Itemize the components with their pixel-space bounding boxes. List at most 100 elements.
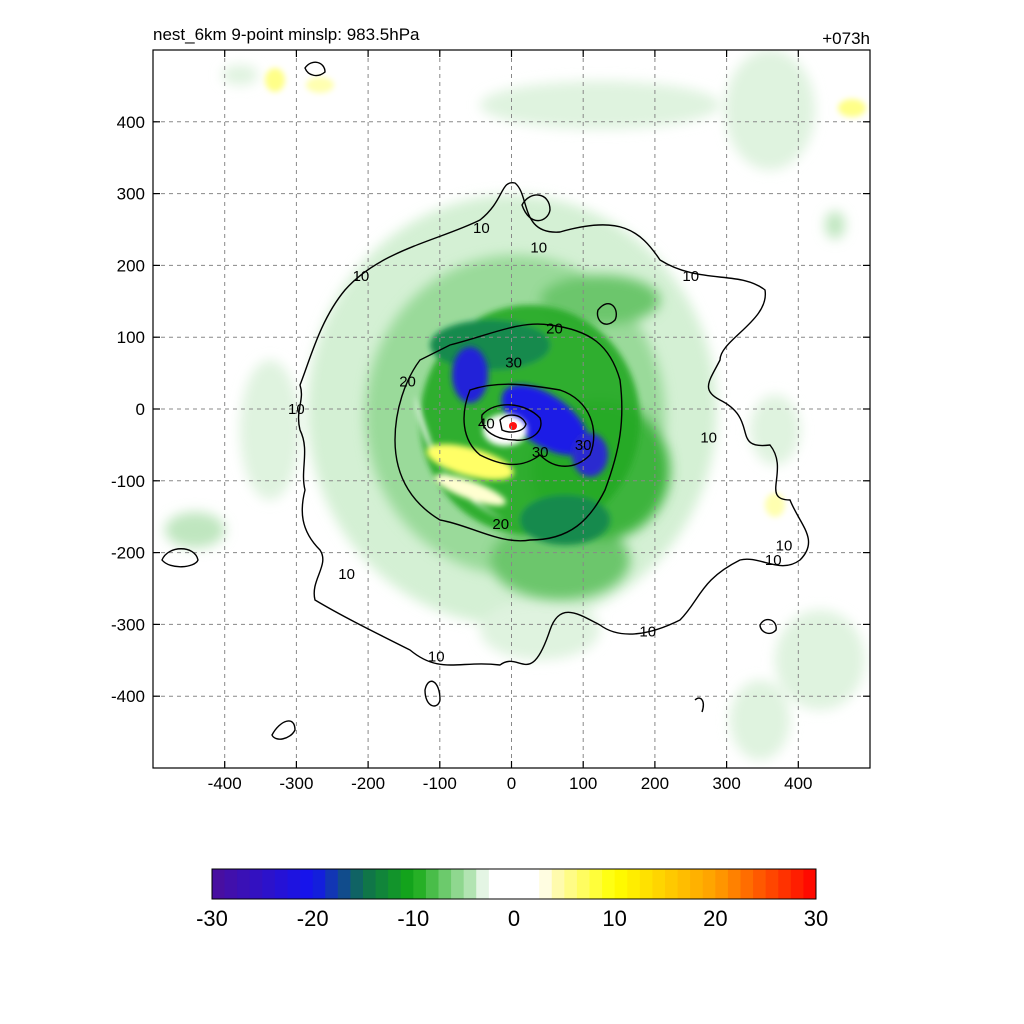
y-tick-label: 0	[136, 400, 145, 419]
x-tick-label: -400	[208, 774, 242, 793]
colorbar-frame	[211, 868, 817, 900]
colorbar-box	[249, 869, 263, 899]
colorbar-box	[337, 869, 351, 899]
colorbar-box	[665, 869, 679, 899]
colorbar-box	[451, 869, 465, 899]
y-tick-label: -200	[111, 544, 145, 563]
contour-30	[463, 383, 595, 467]
colorbar-box	[212, 869, 226, 899]
contour-label: 20	[546, 321, 563, 338]
y-tick-label: 100	[117, 328, 145, 347]
colorbar-box	[400, 869, 414, 899]
colorbar-tick-label: 30	[804, 906, 828, 931]
colorbar	[211, 868, 817, 900]
colorbar-box	[753, 869, 767, 899]
x-tick-label: 400	[784, 774, 812, 793]
colorbar-box	[564, 869, 578, 899]
x-tick-label: 200	[641, 774, 669, 793]
y-tick-label: 400	[117, 113, 145, 132]
colorbar-box	[614, 869, 628, 899]
colorbar-tick-label: 10	[602, 906, 626, 931]
colorbar-box	[727, 869, 741, 899]
contour-label: 10	[288, 401, 305, 418]
colorbar-box	[576, 869, 590, 899]
y-tick-label: -100	[111, 472, 145, 491]
contour-blob-s	[271, 720, 296, 740]
forecast-hour-label: +073h	[822, 29, 870, 48]
colorbar-box	[627, 869, 641, 899]
colorbar-box	[589, 869, 603, 899]
colorbar-box	[262, 869, 276, 899]
contour-40	[481, 404, 542, 441]
colorbar-box	[300, 869, 314, 899]
colorbar-box	[702, 869, 716, 899]
colorbar-box	[287, 869, 301, 899]
y-tick-label: 300	[117, 185, 145, 204]
colorbar-tick-labels: -30 -20 -10 0 10 20 30	[196, 906, 828, 931]
storm-center-marker	[509, 422, 517, 430]
x-tick-label: 300	[712, 774, 740, 793]
colorbar-box	[790, 869, 804, 899]
contour-inner	[499, 414, 527, 433]
colorbar-box	[677, 869, 691, 899]
colorbar-box	[539, 869, 553, 899]
colorbar-tick-label: -30	[196, 906, 228, 931]
colorbar-box	[350, 869, 364, 899]
contour-label: 10	[765, 552, 782, 569]
contour-label: 10	[776, 537, 793, 554]
colorbar-box	[526, 869, 540, 899]
colorbar-box	[740, 869, 754, 899]
contour-label: 10	[473, 220, 490, 237]
colorbar-box	[274, 869, 288, 899]
colorbar-box	[803, 869, 817, 899]
contour-blob-n	[304, 61, 326, 77]
colorbar-box	[388, 869, 402, 899]
contour-blob-se	[759, 618, 777, 635]
colorbar-box	[488, 869, 502, 899]
colorbar-box	[715, 869, 729, 899]
x-tick-label: 0	[507, 774, 516, 793]
contour-label: 10	[639, 624, 656, 641]
contour-label: 10	[428, 649, 445, 666]
y-tick-label: -400	[111, 687, 145, 706]
colorbar-box	[325, 869, 339, 899]
colorbar-box	[224, 869, 238, 899]
colorbar-box	[476, 869, 490, 899]
contour-10	[297, 182, 810, 666]
contour-label: 20	[399, 374, 416, 391]
colorbar-box	[312, 869, 326, 899]
contour-lines	[161, 61, 810, 740]
contour-label: 10	[338, 566, 355, 583]
colorbar-box	[363, 869, 377, 899]
contour-label: 30	[505, 354, 522, 371]
contour-blob-nw	[521, 194, 551, 222]
chart-title: nest_6km 9-point minslp: 983.5hPa	[153, 25, 420, 44]
colorbar-tick-label: 0	[508, 906, 520, 931]
colorbar-box	[652, 869, 666, 899]
x-axis: -400 -300 -200 -100 0 100 200 300 400	[208, 50, 812, 793]
colorbar-box	[438, 869, 452, 899]
colorbar-box	[237, 869, 251, 899]
colorbar-tick-label: -10	[397, 906, 429, 931]
colorbar-box	[639, 869, 653, 899]
colorbar-box	[690, 869, 704, 899]
colorbar-box	[463, 869, 477, 899]
contour-label: 10	[700, 430, 717, 447]
colorbar-box	[551, 869, 565, 899]
y-tick-label: 200	[117, 256, 145, 275]
x-tick-label: 100	[569, 774, 597, 793]
colorbar-box	[765, 869, 779, 899]
contour-20	[394, 323, 623, 542]
colorbar-box	[425, 869, 439, 899]
x-tick-label: -100	[423, 774, 457, 793]
contour-blob-e	[694, 697, 704, 713]
colorbar-box	[413, 869, 427, 899]
colorbar-tick-label: -20	[297, 906, 329, 931]
contour-label: 30	[532, 444, 549, 461]
contour-label: 10	[682, 268, 699, 285]
contour-blob-sw	[424, 680, 441, 707]
colorbar-box	[501, 869, 515, 899]
colorbar-box	[375, 869, 389, 899]
